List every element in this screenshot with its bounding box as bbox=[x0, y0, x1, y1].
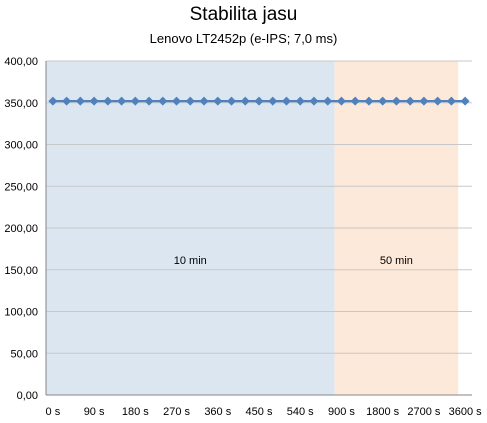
data-point bbox=[62, 96, 72, 106]
x-tick-label: 900 s bbox=[328, 406, 355, 418]
region-label: 10 min bbox=[174, 255, 207, 267]
data-point bbox=[350, 96, 360, 106]
data-point bbox=[117, 96, 127, 106]
data-point bbox=[213, 96, 223, 106]
region-labels: 10 min 50 min bbox=[174, 255, 413, 267]
data-point bbox=[75, 96, 85, 106]
data-point bbox=[89, 96, 99, 106]
data-point bbox=[378, 96, 388, 106]
y-tick-label: 50,00 bbox=[10, 348, 38, 360]
x-tick-label: 90 s bbox=[84, 406, 105, 418]
y-tick-label: 150,00 bbox=[4, 265, 38, 277]
data-point bbox=[103, 96, 113, 106]
x-tick-label: 0 s bbox=[46, 406, 61, 418]
y-tick-label: 350,00 bbox=[4, 98, 38, 110]
y-tick-label: 250,00 bbox=[4, 181, 38, 193]
data-point bbox=[268, 96, 278, 106]
y-tick-label: 400,00 bbox=[4, 56, 38, 68]
y-tick-label: 0,00 bbox=[17, 390, 38, 402]
data-point bbox=[309, 96, 319, 106]
data-point bbox=[172, 96, 182, 106]
axes bbox=[45, 61, 472, 396]
data-point bbox=[391, 96, 401, 106]
x-tick-label: 270 s bbox=[163, 406, 190, 418]
data-point bbox=[460, 96, 470, 106]
region-label: 50 min bbox=[380, 255, 413, 267]
y-axis-ticks: 0,00 50,00 100,00 150,00 200,00 250,00 300,00 3… bbox=[4, 56, 38, 402]
x-tick-label: 180 s bbox=[122, 406, 149, 418]
x-axis-ticks: 0 s 90 s 180 s 270 s 360 s 450 s 540 s 900 s 180… bbox=[46, 406, 483, 418]
x-tick-label: 1800 s bbox=[366, 406, 400, 418]
data-point bbox=[199, 96, 209, 106]
data-point bbox=[254, 96, 264, 106]
data-point bbox=[446, 96, 456, 106]
data-point bbox=[323, 96, 333, 106]
data-point bbox=[185, 96, 195, 106]
data-point bbox=[48, 96, 58, 106]
x-tick-label: 2700 s bbox=[407, 406, 441, 418]
data-point bbox=[158, 96, 168, 106]
x-tick-label: 540 s bbox=[287, 406, 314, 418]
y-tick-label: 200,00 bbox=[4, 223, 38, 235]
data-point bbox=[336, 96, 346, 106]
grid-lines bbox=[46, 60, 472, 354]
data-point bbox=[433, 96, 443, 106]
x-tick-label: 450 s bbox=[246, 406, 273, 418]
data-point bbox=[295, 96, 305, 106]
data-point bbox=[144, 96, 154, 106]
y-tick-label: 100,00 bbox=[4, 307, 38, 319]
data-point bbox=[419, 96, 429, 106]
chart-subtitle: Lenovo LT2452p (e-IPS; 7,0 ms) bbox=[149, 31, 338, 46]
chart-title: Stabilita jasu bbox=[189, 4, 298, 25]
data-point bbox=[240, 96, 250, 106]
data-point bbox=[364, 96, 374, 106]
data-point bbox=[227, 96, 237, 106]
series-line bbox=[48, 96, 470, 106]
data-point bbox=[281, 96, 291, 106]
x-tick-label: 360 s bbox=[204, 406, 231, 418]
data-point bbox=[405, 96, 415, 106]
y-tick-label: 300,00 bbox=[4, 140, 38, 152]
data-point bbox=[130, 96, 140, 106]
x-tick-label: 3600 s bbox=[449, 406, 483, 418]
